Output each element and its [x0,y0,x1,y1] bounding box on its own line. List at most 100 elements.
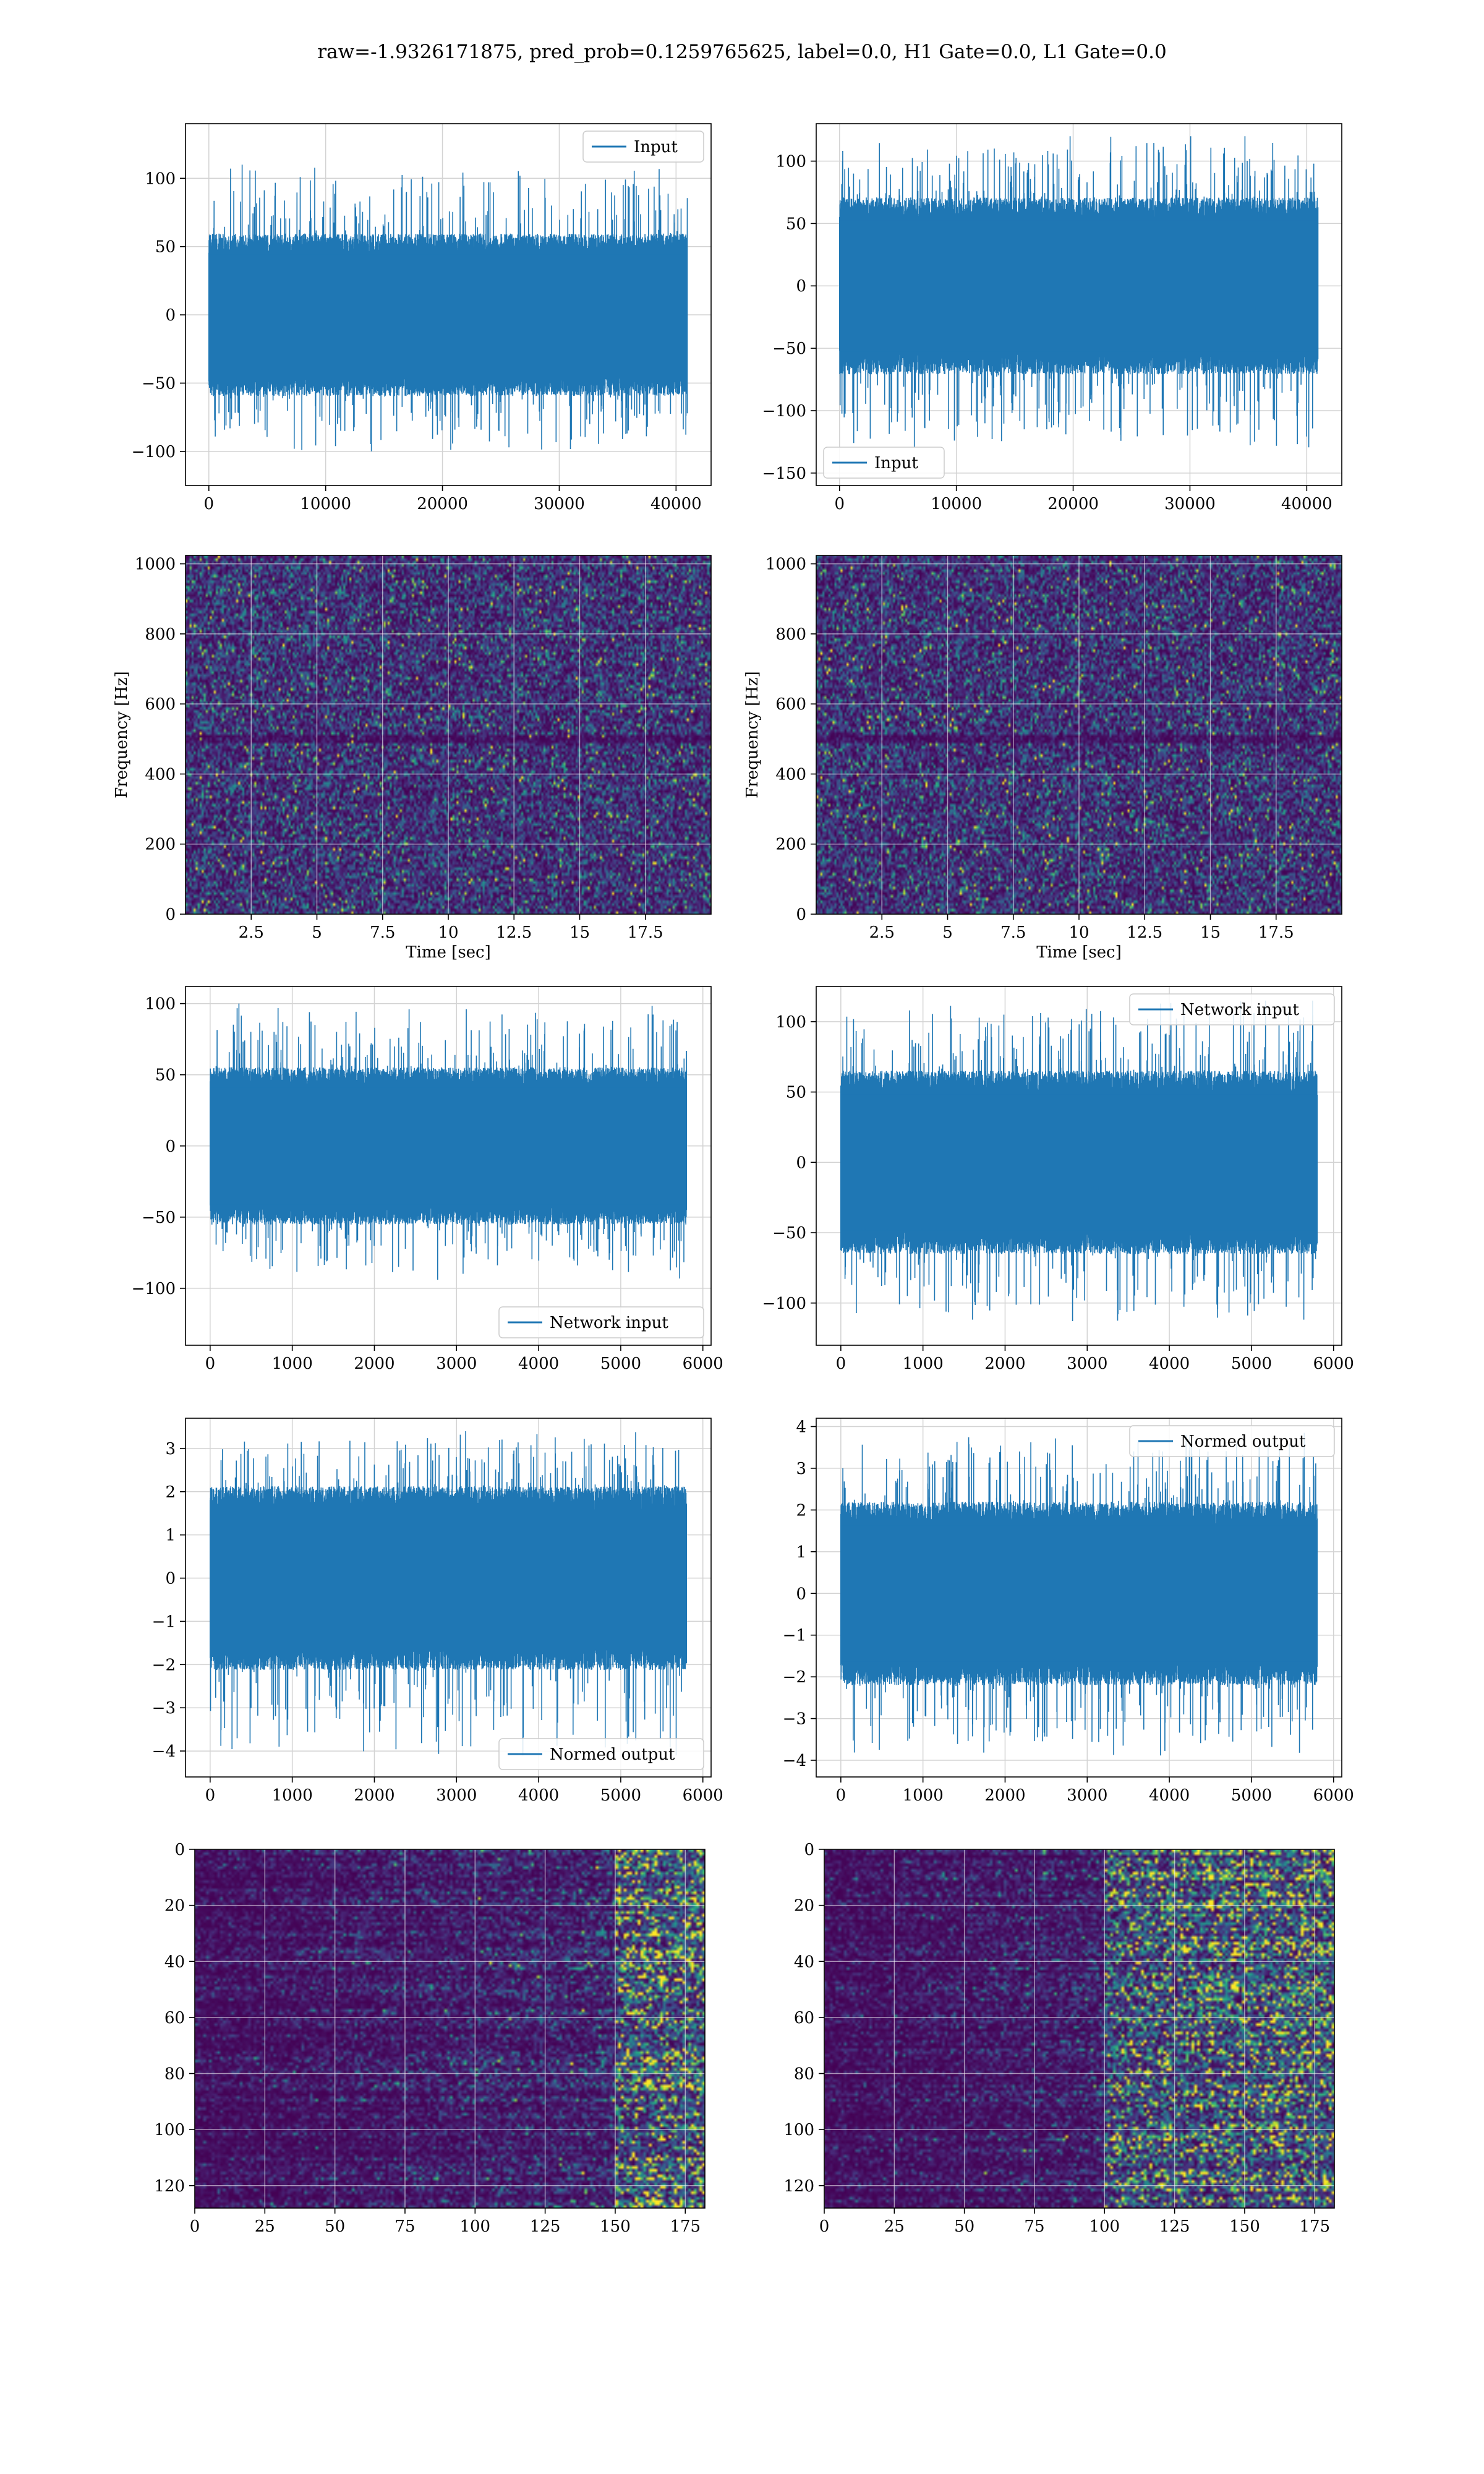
x-tick-label: 20000 [1047,495,1099,513]
y-axis-label: Frequency [Hz] [113,671,131,798]
x-tick-label: 15 [1200,923,1221,942]
x-tick-label: 10000 [931,495,982,513]
x-tick-label: 10 [1068,923,1089,942]
x-tick-label: 5 [942,923,953,942]
y-tick-label: 100 [775,1013,806,1032]
x-tick-label: 10 [438,923,458,942]
x-tick-label: 3000 [1067,1786,1107,1805]
x-tick-label: 3000 [436,1786,477,1805]
y-tick-label: 0 [165,905,176,924]
x-tick-label: 1000 [903,1355,944,1373]
y-tick-label: 100 [783,2121,814,2139]
y-tick-label: 0 [165,1570,176,1588]
y-tick-label: 2 [796,1501,806,1520]
x-tick-label: 15 [569,923,590,942]
series-core [840,1525,1318,1662]
series-core [840,1094,1318,1231]
x-axis-label: Time [sec] [406,943,491,962]
legend-frame [1129,993,1335,1025]
h1-input-axes: Input 0 10000 20000 30000 40000 −100 −50 0 50 100 [132,123,712,513]
x-tick-label: 75 [394,2217,415,2236]
y-tick-label: 60 [794,2009,814,2027]
y-tick-label: 1 [165,1526,176,1545]
y-tick-label: 0 [165,306,176,325]
y-tick-label: 0 [796,905,806,924]
x-tick-label: 3000 [1067,1355,1107,1373]
x-tick-label: 75 [1024,2217,1044,2236]
l1-input-axes: Input 0 10000 20000 30000 40000 −150 −100 −50 0 50… [762,123,1342,513]
y-tick-label: 20 [794,1897,814,1915]
y-tick-label: 600 [145,695,176,714]
y-tick-label: 400 [775,765,806,784]
x-tick-label: 2000 [984,1355,1025,1373]
x-tick-label: 5000 [600,1786,641,1805]
y-tick-label: 800 [775,625,806,644]
y-tick-label: −100 [762,1295,806,1313]
h1-feature-map-axes: 0 25 50 75 100 125 150 175 0 20 40 60 80 100 120 [154,1841,706,2236]
x-tick-label: 0 [190,2217,200,2236]
x-tick-label: 2000 [354,1355,394,1373]
x-tick-label: 5 [312,923,322,942]
h1-feature-map-image [195,1849,705,2208]
legend: Normed output [1129,1425,1335,1457]
series-core [839,220,1318,352]
y-tick-label: 60 [164,2009,185,2027]
x-tick-label: 6000 [683,1786,723,1805]
y-tick-label: 600 [775,695,806,714]
x-axis-label: Time [sec] [1036,943,1122,962]
y-tick-label: −1 [152,1612,176,1631]
axes-frame [194,1849,706,2209]
x-tick-label: 0 [836,1355,846,1373]
axes-frame [824,1849,1335,2209]
y-tick-label: 120 [154,2177,185,2196]
y-tick-label: 40 [164,1953,185,1971]
y-tick-label: 2 [165,1483,176,1502]
x-tick-label: 175 [670,2217,701,2236]
x-tick-label: 4000 [1149,1355,1190,1373]
legend-frame [498,1738,704,1770]
x-tick-label: 30000 [534,495,585,513]
y-tick-label: 1 [796,1543,806,1562]
x-tick-label: 20000 [417,495,468,513]
legend-frame [823,447,945,479]
legend-label: Normed output [1180,1432,1306,1451]
y-tick-label: 800 [145,625,176,644]
y-tick-label: 50 [155,238,176,257]
y-tick-label: 20 [164,1897,185,1915]
h1-spectrogram-axes: 2.5 5 7.5 10 12.5 15 17.5 0 200 400 600 800 1000 Time… [113,555,712,962]
y-tick-label: −50 [772,1224,806,1243]
y-tick-label: −3 [783,1710,806,1729]
x-tick-label: 0 [819,2217,830,2236]
y-tick-label: −50 [772,340,806,358]
y-tick-label: 4 [796,1418,806,1436]
y-tick-label: 80 [794,2065,814,2084]
legend-frame [498,1306,704,1338]
x-tick-label: 30000 [1164,495,1216,513]
x-tick-label: 100 [1089,2217,1120,2236]
x-tick-label: 50 [954,2217,974,2236]
legend: Normed output [498,1738,704,1770]
axes-frame [816,1418,1342,1778]
y-tick-label: 0 [796,277,806,296]
y-tick-label: −50 [142,1209,176,1227]
x-tick-label: 150 [600,2217,631,2236]
l1-feature-map-axes: 0 25 50 75 100 125 150 175 0 20 40 60 80 100 120 [783,1841,1335,2236]
axes-frame [185,1418,712,1778]
x-tick-label: 125 [530,2217,561,2236]
legend-frame [582,131,704,163]
x-tick-label: 10000 [300,495,351,513]
y-tick-label: 120 [783,2177,814,2196]
axes-frame [816,123,1342,486]
x-tick-label: 175 [1299,2217,1330,2236]
y-tick-label: −150 [762,464,806,483]
x-tick-label: 5000 [1231,1786,1272,1805]
x-tick-label: 1000 [272,1786,313,1805]
x-tick-label: 4000 [518,1786,559,1805]
y-axis-label: Frequency [Hz] [743,671,762,798]
y-tick-label: −100 [762,402,806,421]
y-tick-label: 400 [145,765,176,784]
y-tick-label: 200 [145,836,176,854]
y-tick-label: 0 [804,1841,814,1859]
